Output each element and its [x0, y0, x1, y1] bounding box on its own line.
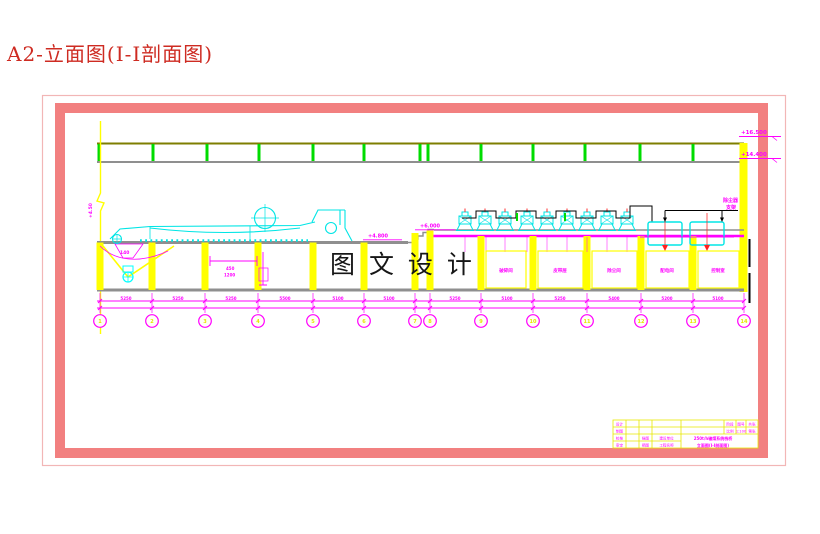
elevation-6000: +6.000: [420, 224, 441, 230]
elevation-labels-mid: +4.800 +6.000: [363, 224, 455, 241]
title-block: 设计 制图 校核 审定 描图 晒图 建设单位 工程名称 阶段 图号 共张 比例 …: [612, 419, 759, 449]
bracket-label-1: 450: [226, 266, 235, 271]
elevation-4800: +4.800: [368, 234, 389, 240]
dim-value: 5100: [712, 296, 723, 301]
axis-number: 12: [638, 319, 645, 325]
tb-cell: 描图: [642, 436, 650, 441]
sheet-frame: [41, 94, 787, 467]
axis-number: 7: [413, 319, 417, 325]
tb-cell: 第张: [748, 429, 756, 434]
elevation-16500: +16.500: [741, 130, 767, 136]
dimension-values: 5250 5250 5250 5500 5100 5100 5250 5100 …: [120, 296, 723, 301]
tank-leader-label-1: 除尘器: [723, 197, 739, 204]
axis-number: 3: [203, 319, 207, 325]
chute-outline: [114, 243, 144, 259]
dim-value: 5200: [661, 296, 672, 301]
axis-bubbles: 1 2 3 4 5 6 7 8 9 10 11 12 13 14: [93, 314, 751, 328]
green-marks: [516, 213, 566, 221]
tb-cell: 建设单位: [659, 436, 674, 441]
spout-curve: [99, 245, 169, 260]
elevation-14400: +14.400: [741, 152, 767, 158]
axis-number: 5: [311, 319, 315, 325]
tb-cell: 制图: [616, 429, 624, 434]
axis-number: 4: [256, 319, 260, 325]
pit-label: 140: [120, 250, 129, 256]
tb-drawing-title-2: 立面图(Ⅰ-Ⅰ剖面图): [697, 442, 729, 448]
dim-value: 5250: [120, 296, 131, 301]
dim-value: 5250: [225, 296, 236, 301]
axis-number: 13: [690, 319, 697, 325]
room-label: 破碎间: [499, 267, 513, 274]
right-end-column: [739, 143, 748, 292]
axis-number: 11: [584, 319, 591, 325]
axis-number: 14: [741, 319, 748, 325]
equipment-annotations: [209, 237, 628, 286]
duct-line: [462, 205, 653, 222]
machine-row: [455, 205, 653, 231]
page-title: A2-立面图(Ⅰ-Ⅰ剖面图): [7, 42, 214, 66]
axis-number: 8: [428, 319, 432, 325]
watermark-text: 图 文 设 计: [330, 250, 475, 279]
dim-value: 5400: [608, 296, 619, 301]
discharge-bracket: [311, 209, 353, 242]
left-axis-note: +4.50: [88, 203, 94, 218]
room-labels: 破碎间 皮带层 除尘间 配电间 控制室: [499, 267, 725, 274]
hopper-pit: 140: [99, 243, 175, 283]
tb-cell: 共张: [748, 422, 756, 427]
pit-pump: [122, 265, 134, 283]
tb-cell: 审定: [616, 443, 624, 448]
tb-cell: 阶段: [726, 422, 734, 427]
gallery-band: [97, 142, 744, 163]
axis-number: 2: [150, 319, 154, 325]
dim-value: 5250: [172, 296, 183, 301]
conveyor-machine: [109, 204, 353, 245]
axis-number: 10: [530, 319, 537, 325]
tb-drawing-title-1: 250t/h输煤系统栈桥: [694, 435, 733, 441]
room-boxes: [485, 250, 740, 289]
room-label: 皮带层: [553, 267, 567, 274]
axis-number: 1: [98, 319, 102, 325]
tb-cell: 比例: [726, 429, 734, 434]
elevation-labels-top: +16.500 +14.400: [739, 130, 781, 163]
dim-value: 5100: [332, 296, 343, 301]
tb-cell: 图号: [737, 422, 745, 427]
extension-lines: [99, 293, 745, 313]
dim-value: 5250: [449, 296, 460, 301]
axis-number: 9: [479, 319, 483, 325]
tb-cell: 工程名称: [659, 443, 674, 448]
dimension-chain: [97, 293, 747, 313]
tank-leader-label-2: 支架: [725, 204, 736, 211]
tank-leader: [663, 210, 738, 222]
dim-value: 5250: [554, 296, 565, 301]
room-label: 控制室: [711, 267, 725, 274]
dim-ticks: [97, 298, 747, 311]
dim-value: 5100: [501, 296, 512, 301]
tb-cell: 1:100: [736, 430, 747, 434]
room-label: 除尘间: [607, 267, 621, 274]
tb-cell: 校核: [616, 436, 624, 441]
bracket-label-2: 1200: [224, 273, 235, 278]
axis-line-1: [96, 121, 105, 334]
dim-value: 5100: [383, 296, 394, 301]
axis-number: 6: [362, 319, 366, 325]
structure-columns: [96, 230, 697, 290]
dim-value: 5500: [279, 296, 290, 301]
tb-cell: 设计: [616, 422, 624, 427]
gallery-posts: [97, 144, 695, 161]
room-label: 配电间: [660, 267, 674, 274]
tb-cell: 晒图: [642, 443, 650, 448]
tank-units: 除尘器 支架: [640, 197, 739, 251]
